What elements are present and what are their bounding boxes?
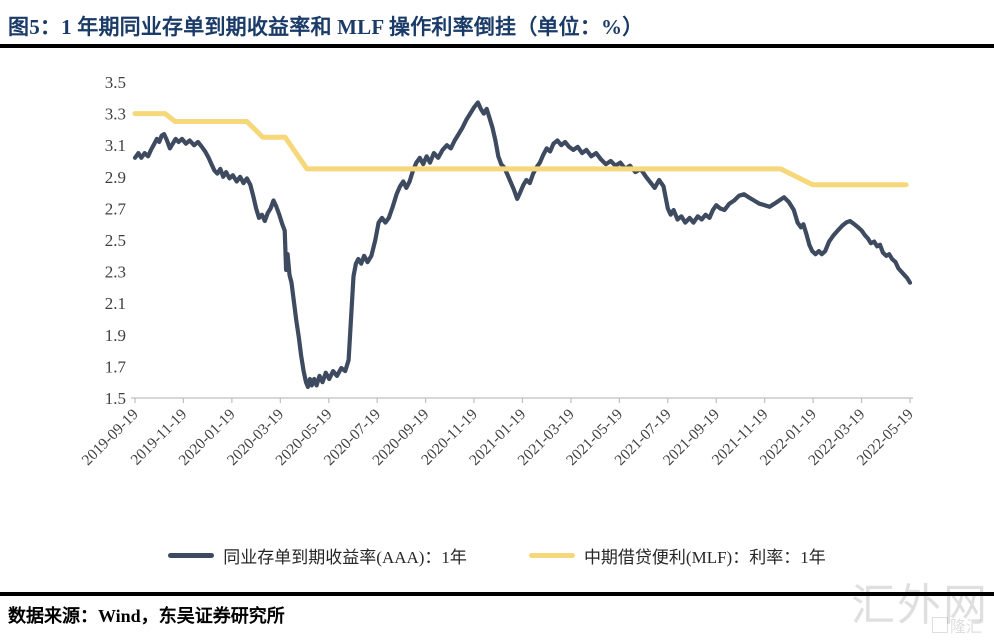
legend-item-mlf: 中期借贷便利(MLF)：利率：1年	[528, 543, 826, 568]
ncd-legend-label: 同业存单到期收益率(AAA)：1年	[223, 548, 467, 567]
y-tick-label: 3.1	[105, 136, 126, 155]
bottom-divider-rule	[0, 592, 994, 596]
top-divider-rule	[0, 44, 994, 48]
figure-title: 图5：1 年期同业存单到期收益率和 MLF 操作利率倒挂（单位：%）	[8, 15, 644, 39]
mlf-line-swatch	[528, 553, 575, 558]
ncd-yield-line	[132, 100, 913, 389]
data-source-note: 数据来源：Wind，东吴证券研究所	[8, 606, 285, 626]
y-tick-label: 3.5	[105, 73, 126, 92]
watermark-logo-text: 隆汇	[949, 619, 982, 636]
y-tick-label: 1.5	[105, 389, 126, 408]
chart-legend: 同业存单到期收益率(AAA)：1年 中期借贷便利(MLF)：利率：1年	[0, 543, 994, 568]
ncd-line-swatch	[168, 553, 215, 558]
watermark-text: 汇外网	[851, 581, 989, 630]
y-tick-label: 2.9	[105, 168, 126, 187]
mlf-legend-label: 中期借贷便利(MLF)：利率：1年	[583, 548, 826, 567]
y-tick-label: 2.1	[105, 294, 126, 313]
legend-item-ncd: 同业存单到期收益率(AAA)：1年	[168, 543, 467, 568]
y-tick-label: 2.7	[105, 199, 127, 218]
mlf-rate-line	[132, 111, 909, 188]
watermark-logo: 隆汇	[931, 613, 982, 637]
y-tick-label: 2.5	[105, 231, 126, 250]
y-tick-label: 3.3	[105, 105, 126, 124]
y-tick-label: 1.7	[105, 357, 127, 376]
y-tick-label: 2.3	[105, 263, 126, 282]
y-tick-label: 1.9	[105, 326, 126, 345]
watermark-logo-box	[931, 617, 948, 633]
